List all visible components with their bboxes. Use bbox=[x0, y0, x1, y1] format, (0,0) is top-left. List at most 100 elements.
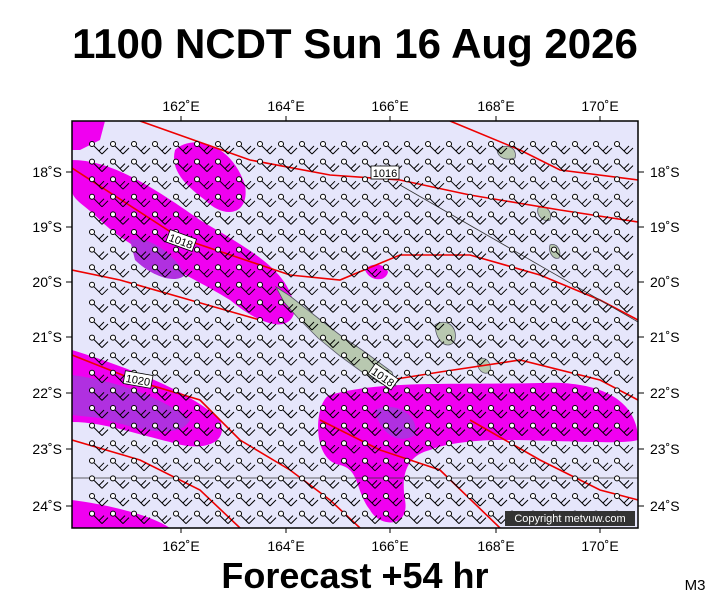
barb-station bbox=[362, 281, 368, 288]
barb-feather bbox=[185, 358, 193, 366]
barb-station bbox=[593, 264, 599, 271]
barb-shaft bbox=[366, 462, 376, 472]
wind-barb bbox=[236, 405, 256, 419]
wind-barb bbox=[152, 493, 172, 507]
barb-feather bbox=[119, 180, 126, 187]
wind-barb bbox=[278, 352, 298, 366]
barb-feather bbox=[287, 515, 294, 521]
barb-feather bbox=[182, 497, 189, 504]
barb-station bbox=[425, 510, 431, 517]
wind-barb bbox=[593, 141, 613, 155]
barb-feather bbox=[584, 147, 592, 155]
barb-station bbox=[551, 281, 557, 288]
barb-shaft bbox=[324, 480, 334, 489]
wind-barb bbox=[614, 264, 634, 278]
wind-barb bbox=[572, 229, 592, 243]
barb-station bbox=[236, 317, 242, 323]
barb-shaft bbox=[618, 321, 628, 331]
barb-station bbox=[614, 229, 620, 235]
barb-shaft bbox=[408, 356, 418, 366]
barb-shaft bbox=[618, 392, 628, 401]
barb-feather bbox=[602, 198, 609, 205]
barb-feather bbox=[227, 358, 235, 366]
barb-station bbox=[572, 317, 578, 323]
barb-feather bbox=[245, 268, 252, 275]
barb-shaft bbox=[93, 321, 103, 331]
barb-shaft bbox=[156, 392, 166, 401]
barb-shaft bbox=[219, 392, 229, 401]
barb-station bbox=[341, 264, 347, 271]
wind-barb bbox=[488, 334, 508, 348]
barb-feather bbox=[542, 165, 550, 172]
barb-shaft bbox=[408, 180, 418, 190]
barb-station bbox=[488, 422, 494, 429]
wind-barb bbox=[572, 493, 592, 507]
wind-barb bbox=[89, 334, 109, 348]
barb-shaft bbox=[408, 251, 418, 260]
barb-station bbox=[320, 493, 326, 499]
barb-feather bbox=[311, 323, 319, 331]
barb-feather bbox=[539, 321, 546, 328]
barb-station bbox=[173, 317, 179, 323]
barb-feather bbox=[434, 286, 441, 293]
wind-barb bbox=[299, 352, 319, 366]
barb-shaft bbox=[303, 356, 313, 366]
barb-station bbox=[320, 457, 326, 464]
barb-shaft bbox=[93, 286, 103, 296]
barb-feather bbox=[581, 497, 588, 504]
barb-shaft bbox=[261, 515, 271, 524]
wind-barb bbox=[215, 422, 235, 436]
barb-feather bbox=[227, 200, 235, 208]
wind-barb bbox=[488, 281, 508, 296]
barb-feather bbox=[182, 163, 189, 169]
barb-feather bbox=[539, 251, 546, 257]
wind-barb bbox=[509, 281, 529, 296]
wind-barb bbox=[341, 141, 361, 155]
wind-barb bbox=[278, 422, 298, 436]
barb-station bbox=[257, 299, 263, 306]
wind-barb bbox=[383, 510, 403, 524]
wind-barb bbox=[425, 440, 445, 454]
barb-station bbox=[383, 457, 389, 464]
barb-feather bbox=[248, 376, 256, 384]
barb-feather bbox=[227, 429, 235, 436]
barb-station bbox=[362, 334, 368, 341]
barb-feather bbox=[563, 323, 571, 331]
barb-station bbox=[446, 457, 452, 464]
barb-shaft bbox=[534, 233, 544, 243]
barb-station bbox=[551, 422, 557, 429]
barb-feather bbox=[206, 411, 214, 419]
barb-feather bbox=[458, 306, 466, 313]
barb-station bbox=[278, 229, 284, 235]
wind-barb bbox=[173, 193, 193, 208]
barb-station bbox=[89, 246, 95, 253]
barb-feather bbox=[584, 218, 592, 225]
wind-barb bbox=[551, 387, 571, 401]
barb-feather bbox=[224, 286, 231, 293]
barb-feather bbox=[542, 306, 550, 313]
wind-barb bbox=[593, 211, 613, 225]
barb-feather bbox=[203, 497, 210, 504]
barb-shaft bbox=[429, 268, 439, 278]
barb-feather bbox=[497, 180, 504, 187]
barb-station bbox=[152, 405, 158, 411]
wind-barb bbox=[89, 457, 109, 472]
barb-shaft bbox=[93, 163, 103, 172]
barb-feather bbox=[185, 200, 193, 208]
barb-feather bbox=[143, 270, 151, 278]
barb-station bbox=[110, 334, 116, 341]
barb-feather bbox=[605, 182, 613, 190]
barb-feather bbox=[224, 462, 231, 469]
barb-station bbox=[278, 158, 284, 165]
barb-feather bbox=[434, 374, 441, 381]
barb-shaft bbox=[534, 321, 544, 331]
wind-barb bbox=[509, 193, 529, 208]
barb-feather bbox=[287, 304, 294, 310]
barb-station bbox=[467, 176, 473, 183]
wind-barb bbox=[509, 317, 529, 331]
barb-feather bbox=[371, 356, 378, 363]
barb-shaft bbox=[429, 462, 439, 472]
barb-station bbox=[362, 317, 368, 323]
wind-barb bbox=[446, 387, 466, 401]
wind-barb bbox=[488, 352, 508, 366]
